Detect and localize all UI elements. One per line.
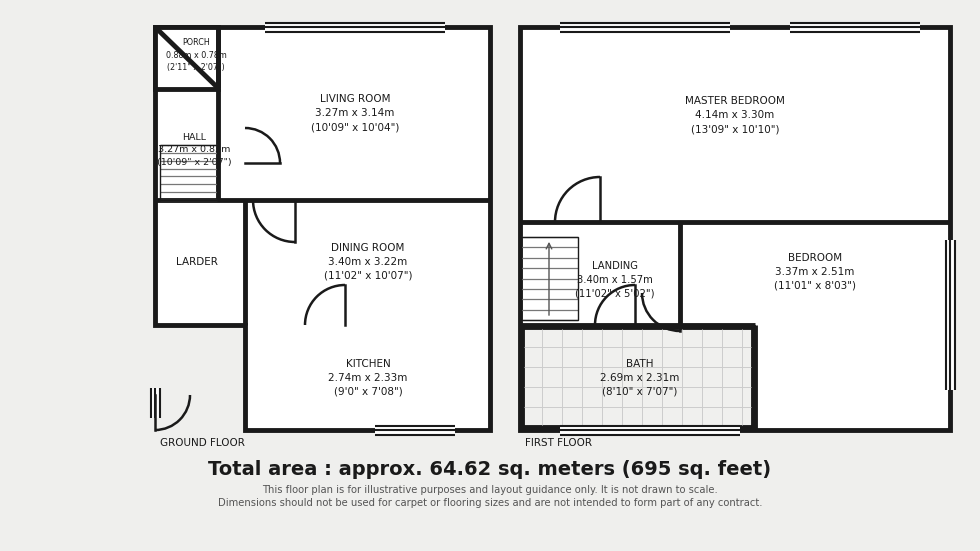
- Polygon shape: [155, 27, 490, 430]
- Text: FIRST FLOOR: FIRST FLOOR: [525, 438, 592, 448]
- Text: LARDER: LARDER: [176, 257, 218, 267]
- Bar: [522, 327, 753, 427]
- Text: LIVING ROOM
3.27m x 3.14m
(10'09" x 10'04"): LIVING ROOM 3.27m x 3.14m (10'09" x 10'0…: [311, 94, 399, 132]
- Text: BATH
2.69m x 2.31m
(8'10" x 7'07"): BATH 2.69m x 2.31m (8'10" x 7'07"): [601, 359, 680, 397]
- Bar: [160, 145, 217, 200]
- Text: Dimensions should not be used for carpet or flooring sizes and are not intended : Dimensions should not be used for carpet…: [218, 498, 762, 508]
- Text: LANDING
3.40m x 1.57m
(11'02" x 5'02"): LANDING 3.40m x 1.57m (11'02" x 5'02"): [575, 261, 655, 299]
- Text: This floor plan is for illustrative purposes and layout guidance only. It is not: This floor plan is for illustrative purp…: [262, 485, 718, 495]
- Bar: [521, 237, 578, 320]
- Bar: [265, 23, 445, 31]
- Bar: [520, 27, 950, 430]
- Text: MASTER BEDROOM
4.14m x 3.30m
(13'09" x 10'10"): MASTER BEDROOM 4.14m x 3.30m (13'09" x 1…: [685, 96, 785, 134]
- Text: DINING ROOM
3.40m x 3.22m
(11'02" x 10'07"): DINING ROOM 3.40m x 3.22m (11'02" x 10'0…: [323, 243, 413, 281]
- Text: BEDROOM
3.37m x 2.51m
(11'01" x 8'03"): BEDROOM 3.37m x 2.51m (11'01" x 8'03"): [774, 253, 856, 291]
- Text: Total area : approx. 64.62 sq. meters (695 sq. feet): Total area : approx. 64.62 sq. meters (6…: [209, 460, 771, 479]
- Bar: [560, 23, 730, 31]
- Bar: [560, 425, 740, 435]
- Bar: [375, 425, 455, 435]
- Bar: [946, 240, 955, 390]
- Text: PORCH
0.88m x 0.78m
(2'11" x 2'07"): PORCH 0.88m x 0.78m (2'11" x 2'07"): [166, 38, 226, 72]
- Bar: [151, 388, 160, 418]
- Text: HALL
3.27m x 0.83m
(10'09" x 2'07"): HALL 3.27m x 0.83m (10'09" x 2'07"): [157, 133, 231, 167]
- Bar: [790, 23, 920, 31]
- Bar: [155, 27, 218, 89]
- Text: GROUND FLOOR: GROUND FLOOR: [160, 438, 245, 448]
- Text: KITCHEN
2.74m x 2.33m
(9'0" x 7'08"): KITCHEN 2.74m x 2.33m (9'0" x 7'08"): [328, 359, 408, 397]
